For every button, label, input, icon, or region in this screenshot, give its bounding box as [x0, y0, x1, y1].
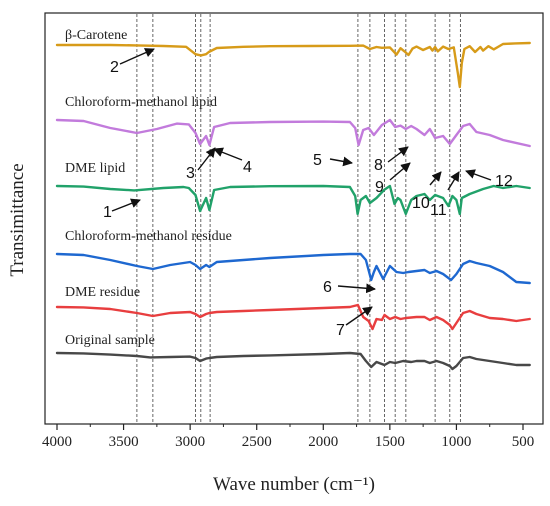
annotation-label: 3 — [186, 165, 195, 182]
series-line — [55, 252, 531, 285]
series-label: DME residue — [65, 285, 140, 300]
annotation-label: 12 — [495, 173, 513, 190]
x-tick-label: 500 — [512, 434, 535, 450]
x-tick-label: 4000 — [42, 434, 72, 450]
annotation-label: 9 — [375, 179, 384, 196]
series-line — [55, 184, 531, 216]
annotation-label: 5 — [313, 152, 322, 169]
x-axis-title: Wave number (cm⁻¹) — [213, 474, 375, 495]
series-line — [55, 118, 531, 148]
plot-frame — [44, 12, 544, 425]
series-label: β-Carotene — [65, 28, 127, 43]
series-label: Original sample — [65, 333, 155, 348]
annotation-arrow — [389, 162, 411, 181]
x-tick-label: 3500 — [109, 434, 139, 450]
annotation-arrow — [387, 146, 409, 163]
x-tick-label: 1500 — [375, 434, 405, 450]
x-tick-label: 1000 — [441, 434, 471, 450]
annotation-arrow — [429, 171, 442, 186]
annotation-label: 8 — [374, 157, 383, 174]
series-label: DME lipid — [65, 161, 125, 176]
series-line — [55, 351, 531, 371]
annotation-arrow — [119, 48, 155, 65]
series-group — [55, 41, 531, 371]
series-label: Chloroform-methanol lipid — [65, 95, 217, 110]
x-tick-label: 2500 — [242, 434, 272, 450]
annotation-arrow — [111, 198, 141, 212]
annotation-arrow — [447, 171, 460, 191]
annotation-label: 1 — [103, 204, 112, 221]
annotation-arrow — [345, 306, 373, 326]
annotation-label: 4 — [243, 159, 252, 176]
annotation-label: 10 — [412, 195, 430, 212]
annotation-arrow — [465, 169, 492, 181]
series-label: Chloroform-methanol residue — [65, 229, 232, 244]
series-labels: β-Carotene Chloroform-methanol lipid DME l… — [65, 28, 232, 348]
annotation-label: 6 — [323, 279, 332, 296]
x-tick-label: 3000 — [175, 434, 205, 450]
x-tick-label: 2000 — [308, 434, 338, 450]
x-axis: 4000 3500 3000 2500 2000 1500 1000 500 — [42, 424, 534, 450]
annotation-arrow — [329, 156, 353, 167]
annotation-arrow — [213, 147, 243, 161]
annotation-label: 11 — [430, 202, 447, 219]
annotation-label: 2 — [110, 59, 119, 76]
y-axis-title: Transimittance — [7, 163, 28, 276]
series-line — [55, 303, 531, 331]
annotation-label: 7 — [336, 322, 345, 339]
annotation-arrow — [197, 147, 216, 171]
series-line — [55, 41, 531, 89]
annotation-arrow — [337, 283, 376, 294]
